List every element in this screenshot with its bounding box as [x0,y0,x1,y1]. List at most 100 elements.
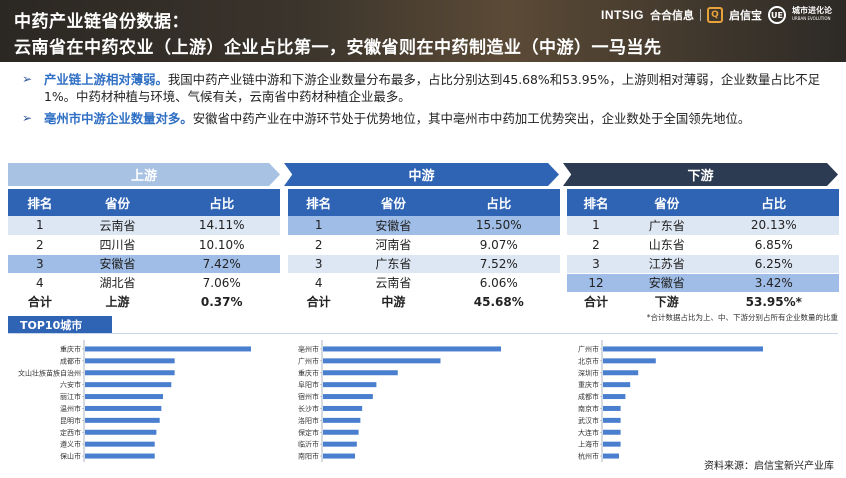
bar [323,453,356,459]
rank-cell: 3 [567,254,625,274]
downstream-table: 排名 省份 占比 1 广东省 20.13% 2 山东省 6.85% 3 江苏省 … [567,189,839,312]
province-cell: 广东省 [349,254,438,274]
bar [603,394,626,400]
urban-evolution-subtitle: URBAN EVOLUTION [792,16,831,21]
rank-cell: 12 [567,273,625,293]
urban-evolution-logo-icon: UE [768,6,786,24]
category-label: 北京市 [578,356,599,365]
rank-header: 排名 [288,189,350,216]
rank-cell: 4 [8,273,72,293]
upstream-banner: 上游 [8,163,280,186]
hehe-logo-text: 合合信息 [650,9,694,22]
bar [323,441,357,447]
qixinbao-logo-text: 启信宝 [729,9,762,22]
share-cell: 9.07% [437,235,560,255]
category-label: 亳州市 [298,344,319,353]
share-header: 占比 [708,189,839,216]
bar [85,417,160,423]
bar [85,370,175,376]
bar [603,453,619,459]
province-cell: 四川省 [71,235,164,255]
category-label: 长沙市 [298,404,319,413]
category-label: 重庆市 [60,344,81,353]
bar [323,394,373,400]
rank-cell: 1 [288,216,350,236]
page-title-line1: 中药产业链省份数据： [14,12,189,32]
table-total-row: 合计 中游 45.68% [288,291,560,312]
category-label: 武汉市 [578,416,599,425]
bar [85,358,175,364]
province-cell: 江苏省 [625,254,709,274]
category-label: 丽江市 [60,392,81,401]
category-label: 文山壮族苗族自治州 [18,368,81,377]
rank-cell: 2 [567,235,625,255]
category-label: 成都市 [60,356,81,365]
bar [85,453,155,459]
table-footnote: *合计数据占比为上、中、下游分别占所有企业数量的比重 [646,313,838,322]
bullet-text: 安徽省中药产业在中游环节处于优势地位，其中亳州市中药加工优势突出，企业数处于全国… [192,111,751,126]
share-header: 占比 [437,189,560,216]
bar [85,346,251,352]
bar [323,358,441,364]
bar [603,346,763,352]
category-label: 保定市 [298,428,319,437]
table-header-row: 排名 省份 占比 [8,189,280,216]
category-label: 定西市 [60,428,81,437]
upstream-table: 排名 省份 占比 1 云南省 14.11% 2 四川省 10.10% 3 安徽省… [8,189,280,312]
category-label: 临沂市 [298,440,319,449]
province-cell: 山东省 [625,235,709,255]
rank-header: 排名 [567,189,625,216]
bullet-arrow-icon: ➢ [22,72,33,86]
table-row: 4 云南省 6.06% [288,273,560,293]
total-share-cell: 0.37% [163,291,280,312]
category-label: 洛阳市 [298,416,319,425]
share-cell: 7.06% [163,273,280,293]
qixinbao-logo-icon: Q [707,7,723,23]
rank-cell: 1 [8,216,72,236]
share-cell: 15.50% [437,216,560,236]
page-header: 中药产业链省份数据： 云南省在中药农业（上游）企业占比第一，安徽省则在中药制造业… [0,0,846,62]
table-row-highlighted: 1 安徽省 15.50% [288,216,560,236]
total-label-cell: 合计 [8,291,72,312]
total-label-cell: 合计 [567,291,625,312]
province-cell: 安徽省 [625,273,709,293]
bar [603,429,621,435]
rank-cell: 2 [288,235,350,255]
province-cell: 云南省 [349,273,438,293]
share-cell: 20.13% [708,216,839,236]
province-header: 省份 [349,189,438,216]
category-label: 重庆市 [578,380,599,389]
category-label: 宿州市 [298,392,319,401]
table-row-highlighted: 12 安徽省 3.42% [567,273,839,293]
category-label: 遵义市 [60,440,81,449]
bar [85,382,172,388]
bullet-highlight: 亳州市中游企业数量对多。 [44,111,193,126]
rank-cell: 3 [8,254,72,274]
table-total-row: 合计 上游 0.37% [8,291,280,312]
intsig-logo-text: INTSIG [600,8,644,22]
total-name-cell: 中游 [349,291,438,312]
table-row: 2 山东省 6.85% [567,235,839,255]
midstream-table: 排名 省份 占比 1 安徽省 15.50% 2 河南省 9.07% 3 广东省 … [288,189,560,312]
midstream-top10-chart: 亳州市 广州市 重庆市 阜阳市 宿州市 长沙市 洛阳市 保定市 临沂市 南阳市 [280,340,550,470]
category-label: 温州市 [60,404,81,413]
bar [603,405,621,411]
share-header: 占比 [163,189,280,216]
bar [603,370,639,376]
bar [85,405,162,411]
province-cell: 安徽省 [349,216,438,236]
table-header-row: 排名 省份 占比 [288,189,560,216]
bullet-text: 我国中药产业链中游和下游企业数量分布最多，占比分别达到45.68%和53.95%… [44,72,820,104]
urban-evolution-logo-text: 城市进化论 URBAN EVOLUTION [792,7,832,23]
top10-cities-tag: TOP10城市 [8,316,112,333]
bar [603,441,621,447]
bar [323,346,501,352]
total-name-cell: 下游 [625,291,709,312]
category-label: 深圳市 [578,368,599,377]
downstream-banner: 下游 [563,163,838,186]
midstream-banner: 中游 [284,163,559,186]
province-header: 省份 [625,189,709,216]
